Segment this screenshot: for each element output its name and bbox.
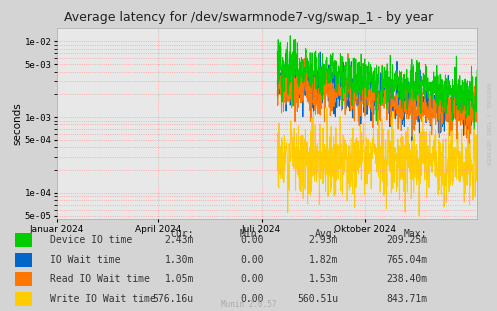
Text: 209.25m: 209.25m <box>386 235 427 245</box>
FancyBboxPatch shape <box>15 272 32 286</box>
Text: 2.93m: 2.93m <box>309 235 338 245</box>
FancyBboxPatch shape <box>15 253 32 267</box>
Text: 1.53m: 1.53m <box>309 274 338 284</box>
Text: Read IO Wait time: Read IO Wait time <box>50 274 150 284</box>
Text: Max:: Max: <box>404 229 427 239</box>
Text: 843.71m: 843.71m <box>386 294 427 304</box>
Text: Munin 2.0.57: Munin 2.0.57 <box>221 300 276 309</box>
Text: Min:: Min: <box>240 229 263 239</box>
Text: 576.16u: 576.16u <box>153 294 194 304</box>
Text: 0.00: 0.00 <box>240 294 263 304</box>
Text: 0.00: 0.00 <box>240 274 263 284</box>
Text: 238.40m: 238.40m <box>386 274 427 284</box>
FancyBboxPatch shape <box>15 291 32 306</box>
Y-axis label: seconds: seconds <box>12 102 22 145</box>
Text: IO Wait time: IO Wait time <box>50 255 120 265</box>
Text: 1.30m: 1.30m <box>165 255 194 265</box>
Text: 0.00: 0.00 <box>240 235 263 245</box>
Text: Device IO time: Device IO time <box>50 235 132 245</box>
Text: Average latency for /dev/swarmnode7-vg/swap_1 - by year: Average latency for /dev/swarmnode7-vg/s… <box>64 11 433 24</box>
Text: 1.82m: 1.82m <box>309 255 338 265</box>
Text: 0.00: 0.00 <box>240 255 263 265</box>
Text: RRDTOOL / TOBI OETIKER: RRDTOOL / TOBI OETIKER <box>486 83 491 166</box>
Text: Write IO Wait time: Write IO Wait time <box>50 294 156 304</box>
Text: 560.51u: 560.51u <box>297 294 338 304</box>
Text: Cur:: Cur: <box>170 229 194 239</box>
Text: 765.04m: 765.04m <box>386 255 427 265</box>
Text: 2.43m: 2.43m <box>165 235 194 245</box>
Text: 1.05m: 1.05m <box>165 274 194 284</box>
FancyBboxPatch shape <box>15 233 32 247</box>
Text: Avg:: Avg: <box>315 229 338 239</box>
